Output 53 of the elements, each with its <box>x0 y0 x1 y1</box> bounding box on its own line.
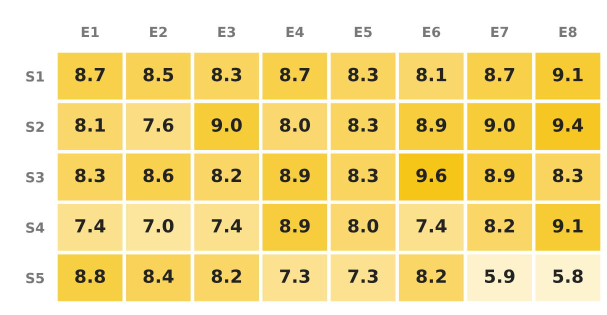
data-label: 7.4 <box>416 219 447 232</box>
data-label: 8.3 <box>552 168 582 182</box>
data-label: 8.6 <box>143 168 174 182</box>
x-tick-label: E1 <box>82 26 99 37</box>
data-label: 8.3 <box>348 118 378 132</box>
data-label: 9.1 <box>552 219 583 233</box>
x-tick-label: E7 <box>491 26 508 37</box>
data-label: 7.6 <box>144 118 174 132</box>
x-tick-label: E5 <box>354 26 372 38</box>
y-tick-label: S5 <box>26 272 44 284</box>
data-label: 8.9 <box>416 118 446 132</box>
y-tick-label: S3 <box>26 172 44 182</box>
data-label: 8.7 <box>75 68 105 82</box>
data-label: 8.2 <box>416 269 446 284</box>
data-label: 8.3 <box>212 68 242 82</box>
data-label: 8.9 <box>280 218 310 233</box>
y-tick-label: S1 <box>26 71 44 82</box>
data-label: 8.3 <box>348 168 378 182</box>
data-label: 7.0 <box>144 218 174 233</box>
data-label: 8.2 <box>212 168 242 182</box>
data-label: 5.9 <box>485 269 514 284</box>
data-label: 7.4 <box>75 219 106 232</box>
data-label: 8.7 <box>280 68 310 82</box>
data-label: 7.3 <box>348 269 378 284</box>
data-label: 9.6 <box>416 168 446 182</box>
x-tick-label: E8 <box>560 26 577 38</box>
y-tick-label: S2 <box>26 122 44 132</box>
data-label: 8.3 <box>75 168 105 182</box>
data-label: 8.5 <box>143 68 174 82</box>
x-tick-label: E2 <box>150 26 167 37</box>
x-tick-label: E4 <box>286 26 304 37</box>
data-label: 8.1 <box>416 68 446 82</box>
data-label: 9.4 <box>552 118 584 132</box>
data-label: 8.8 <box>75 269 105 284</box>
data-label: 8.2 <box>212 269 242 284</box>
data-label: 9.0 <box>212 118 242 132</box>
data-label: 8.1 <box>75 118 105 132</box>
data-label: 8.4 <box>143 269 174 284</box>
y-tick-label: S4 <box>26 222 44 233</box>
data-label: 8.9 <box>484 168 514 182</box>
x-tick-label: E6 <box>423 26 440 38</box>
data-label: 7.3 <box>280 269 310 284</box>
data-label: 8.0 <box>348 218 378 233</box>
data-label: 8.7 <box>484 68 514 82</box>
data-label: 8.2 <box>484 218 514 233</box>
x-tick-label: E3 <box>218 26 236 38</box>
data-label: 7.4 <box>212 219 242 232</box>
data-label: 5.8 <box>553 269 583 284</box>
data-label: 9.1 <box>552 68 583 82</box>
data-label: 8.0 <box>280 118 310 132</box>
data-label: 9.0 <box>484 118 515 132</box>
data-label: 8.3 <box>348 68 378 82</box>
data-label: 8.9 <box>280 168 310 182</box>
